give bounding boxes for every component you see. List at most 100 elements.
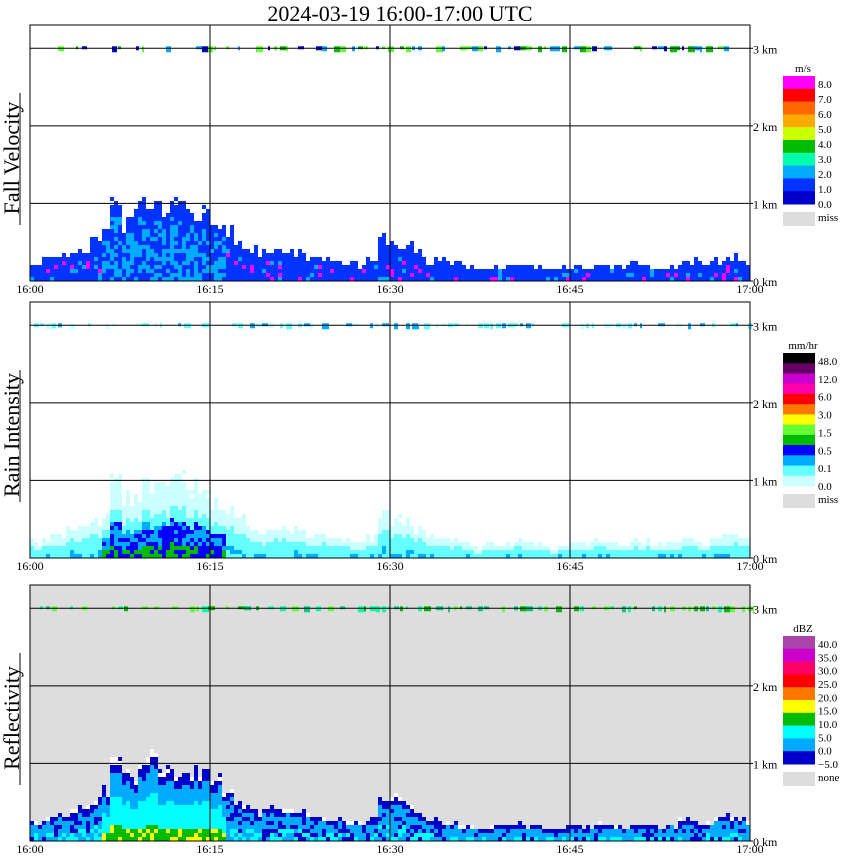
echo-cell	[390, 534, 394, 538]
echo-cell	[422, 546, 426, 550]
echo-cell	[598, 550, 602, 554]
echo-cell	[314, 277, 318, 281]
echo-cell	[246, 269, 250, 273]
echo-cell	[654, 273, 658, 277]
echo-cell	[502, 273, 506, 277]
echo-cell	[446, 273, 450, 277]
echo-cell	[546, 554, 550, 558]
echo-cell	[142, 777, 146, 781]
echo-cell	[102, 837, 106, 841]
echo-cell	[614, 265, 618, 269]
echo-cell	[142, 522, 146, 526]
echo-cell	[202, 829, 206, 833]
echo-cell	[322, 829, 326, 833]
echo-cell	[610, 829, 614, 833]
echo-cell	[498, 554, 502, 558]
echo-cell	[202, 554, 206, 558]
echo-cell	[170, 494, 174, 498]
echo-cell	[426, 833, 430, 837]
echo-cell	[206, 213, 210, 217]
echo-cell	[70, 837, 74, 841]
echo-cell	[578, 269, 582, 273]
echo-cell	[418, 269, 422, 273]
echo-cell	[198, 518, 202, 522]
echo-cell	[190, 265, 194, 269]
echo-cell	[198, 494, 202, 498]
echo-cell	[254, 245, 258, 249]
echo-cell	[174, 805, 178, 809]
legend-swatch	[783, 152, 815, 167]
echo-cell	[402, 825, 406, 829]
echo-cell	[94, 534, 98, 538]
echo-cell	[418, 833, 422, 837]
echo-cell	[162, 530, 166, 534]
echo-cell	[386, 522, 390, 526]
echo-cell	[82, 277, 86, 281]
echo-cell	[222, 554, 226, 558]
echo-cell	[366, 265, 370, 269]
echo-cell	[630, 554, 634, 558]
echo-cell	[526, 269, 530, 273]
echo-cell	[734, 825, 738, 829]
echo-cell	[214, 522, 218, 526]
echo-cell	[154, 229, 158, 233]
echo-cell	[734, 546, 738, 550]
echo-cell	[174, 789, 178, 793]
echo-cell	[82, 829, 86, 833]
echo-cell	[214, 821, 218, 825]
legend-level-label: 3.0	[818, 410, 832, 422]
echo-cell	[194, 490, 198, 494]
echo-cell	[522, 273, 526, 277]
echo-cell	[490, 825, 494, 829]
echo-cell	[182, 809, 186, 813]
echo-cell	[42, 550, 46, 554]
echo-cell	[110, 833, 114, 837]
echo-cell	[282, 554, 286, 558]
echo-cell	[534, 825, 538, 829]
echo-cell	[58, 269, 62, 273]
echo-cell	[614, 273, 618, 277]
echo-cell	[94, 269, 98, 273]
echo-cell	[114, 273, 118, 277]
echo-cell	[222, 538, 226, 542]
echo-cell	[710, 837, 714, 841]
echo-cell	[694, 273, 698, 277]
echo-cell	[274, 813, 278, 817]
echo-cell	[230, 805, 234, 809]
echo-cell	[514, 542, 518, 546]
echo-cell	[726, 534, 730, 538]
echo-cell	[374, 538, 378, 542]
echo-cell	[98, 546, 102, 550]
echo-cell	[98, 526, 102, 530]
echo-cell	[394, 273, 398, 277]
echo-cell	[294, 277, 298, 281]
echo-cell	[746, 277, 750, 281]
echo-cell	[154, 821, 158, 825]
echo-cell	[134, 797, 138, 801]
echo-cell	[206, 829, 210, 833]
echo-cell	[618, 825, 622, 829]
echo-cell	[102, 821, 106, 825]
echo-cell	[346, 546, 350, 550]
echo-cell	[230, 510, 234, 514]
echo-cell	[346, 554, 350, 558]
echo-cell	[278, 277, 282, 281]
echo-cell	[222, 253, 226, 257]
echo-cell	[582, 546, 586, 550]
echo-cell	[138, 789, 142, 793]
echo-cell	[102, 805, 106, 809]
echo-cell	[482, 829, 486, 833]
echo-cell	[182, 209, 186, 213]
echo-cell	[534, 550, 538, 554]
echo-cell	[502, 825, 506, 829]
echo-cell	[590, 269, 594, 273]
echo-cell	[486, 273, 490, 277]
echo-cell	[374, 269, 378, 273]
echo-cell	[578, 265, 582, 269]
echo-cell	[534, 273, 538, 277]
echo-cell	[590, 833, 594, 837]
echo-cell	[134, 813, 138, 817]
echo-cell	[102, 546, 106, 550]
echo-cell	[722, 825, 726, 829]
